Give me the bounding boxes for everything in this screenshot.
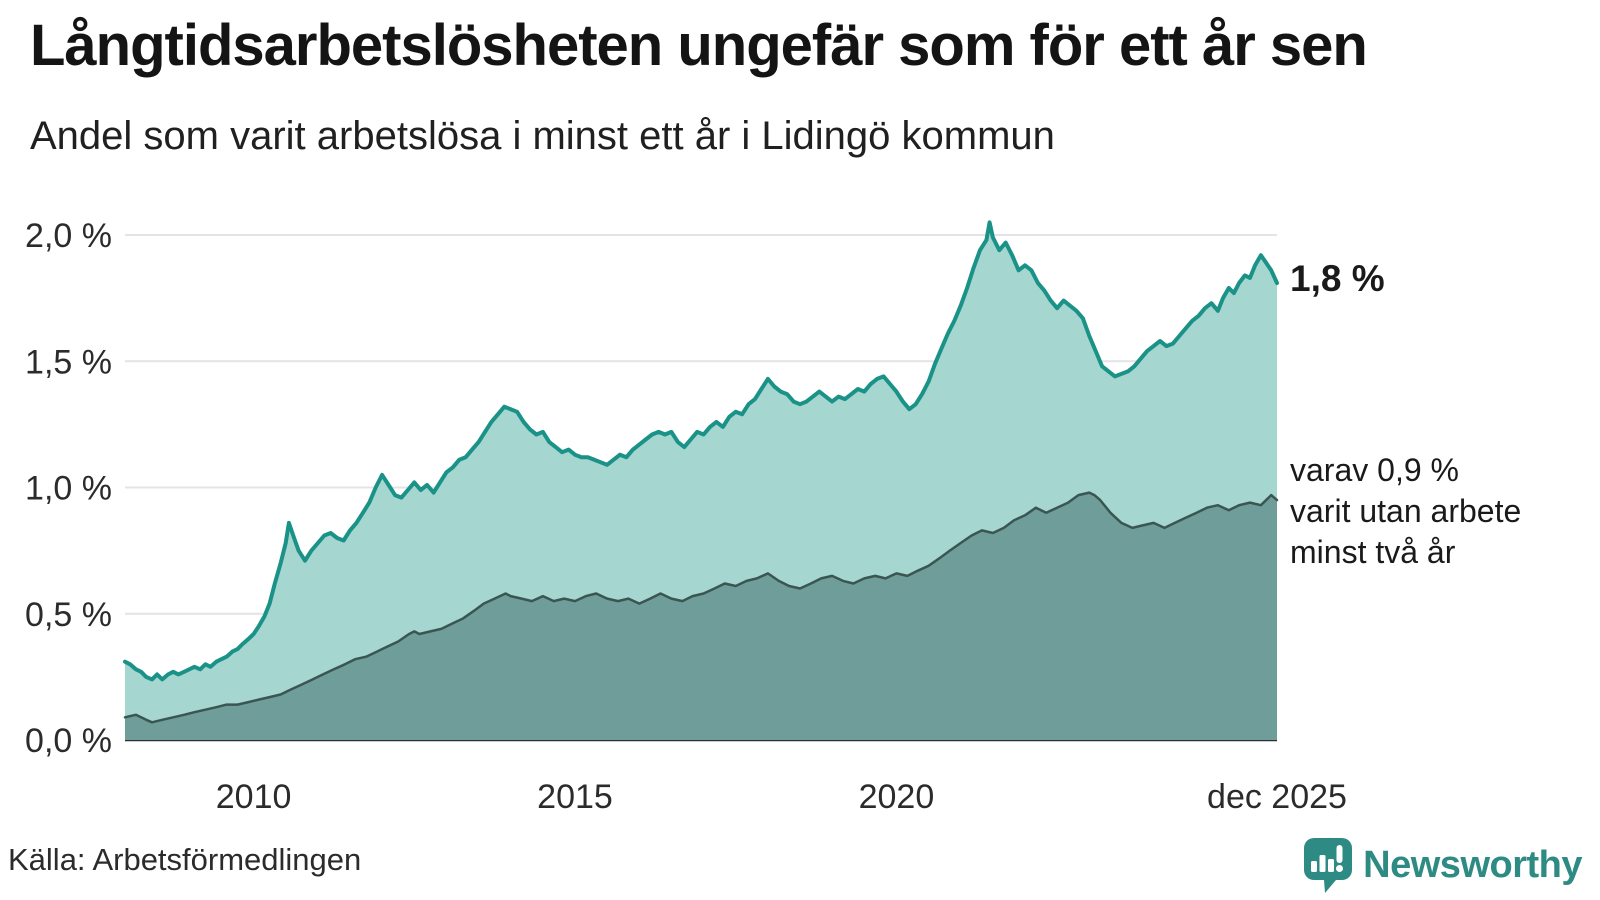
line-primary (123, 220, 1279, 682)
y-tick-label: 1,0 % (25, 470, 112, 508)
y-tick-label: 1,5 % (25, 343, 112, 381)
y-tick-label: 0,5 % (25, 596, 112, 634)
x-tick-label: 2015 (537, 778, 613, 816)
x-tick-label: 2010 (216, 778, 292, 816)
source-note: Källa: Arbetsförmedlingen (8, 842, 362, 877)
y-tick-label: 2,0 % (25, 217, 112, 255)
chart-subtitle: Andel som varit arbetslösa i minst ett å… (30, 114, 1055, 158)
newsworthy-wordmark: Newsworthy (1363, 844, 1582, 886)
area-secondary (125, 492, 1277, 740)
end-value-label-secondary: varav 0,9 % varit utan arbete minst två … (1290, 452, 1522, 570)
end-value-label-primary: 1,8 % (1290, 258, 1385, 299)
x-tick-label: dec 2025 (1207, 778, 1347, 816)
newsworthy-logo: Newsworthy (1303, 837, 1582, 894)
x-tick-label: 2020 (859, 778, 935, 816)
chart-title: Långtidsarbetslösheten ungefär som för e… (30, 13, 1368, 78)
newsworthy-icon (1304, 838, 1353, 893)
line-secondary (123, 491, 1279, 724)
y-tick-label: 0,0 % (25, 722, 112, 760)
